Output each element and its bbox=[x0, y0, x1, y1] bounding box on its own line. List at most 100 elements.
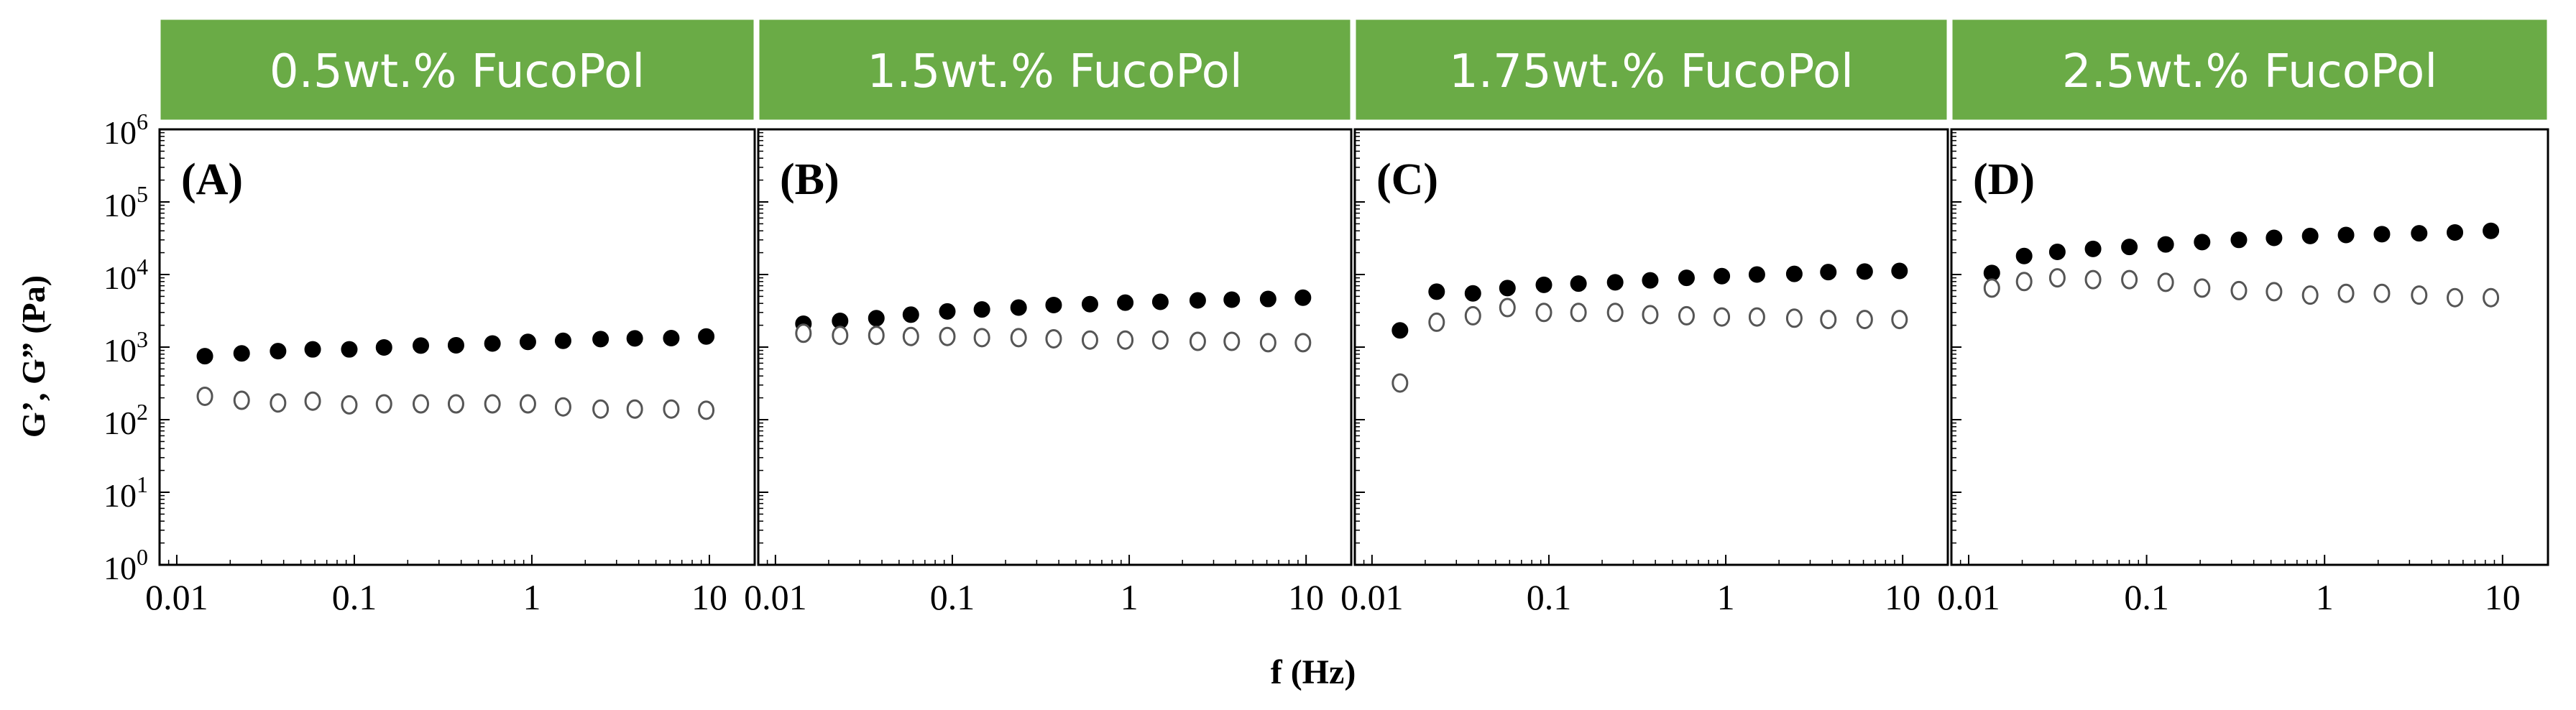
y-tick-label: 104 bbox=[104, 254, 148, 296]
g-prime-point bbox=[868, 310, 885, 327]
g-double-prime-point bbox=[1223, 331, 1241, 351]
g-double-prime-point bbox=[1748, 307, 1765, 327]
g-double-prime-point bbox=[196, 386, 213, 406]
g-double-prime-point bbox=[973, 328, 990, 348]
g-double-prime-point bbox=[1983, 278, 2000, 298]
g-prime-point bbox=[698, 328, 715, 345]
g-double-prime-point bbox=[2194, 278, 2211, 298]
g-prime-point bbox=[1570, 275, 1587, 292]
g-double-prime-point bbox=[1117, 330, 1134, 350]
g-prime-point bbox=[2015, 247, 2033, 264]
g-double-prime-point bbox=[2301, 285, 2319, 305]
g-double-prime-point bbox=[1045, 328, 1062, 349]
x-tick-label: 1 bbox=[1121, 577, 1138, 617]
chart-panel: 0.01 0.1 1 10 (B) bbox=[744, 128, 1353, 617]
g-double-prime-point bbox=[2337, 283, 2355, 303]
x-axis-title: f (Hz) bbox=[1271, 653, 1356, 691]
g-prime-point bbox=[1151, 293, 1169, 310]
x-tick-label: 0.1 bbox=[2124, 577, 2169, 617]
g-prime-point bbox=[1010, 299, 1027, 316]
g-double-prime-point bbox=[1891, 310, 1908, 330]
g-double-prime-point bbox=[2447, 287, 2464, 308]
x-tick-label: 0.1 bbox=[930, 577, 975, 617]
g-double-prime-point bbox=[484, 394, 501, 414]
g-double-prime-point bbox=[2411, 285, 2428, 305]
g-double-prime-point bbox=[341, 395, 358, 415]
g-double-prime-point bbox=[795, 323, 812, 344]
g-prime-point bbox=[1259, 290, 1276, 308]
g-double-prime-point bbox=[519, 394, 536, 414]
g-prime-point bbox=[1223, 291, 1241, 308]
g-double-prime-point bbox=[554, 397, 571, 417]
g-prime-point bbox=[1642, 272, 1659, 289]
g-prime-point bbox=[1535, 276, 1552, 293]
g-prime-point bbox=[939, 303, 956, 320]
g-prime-point bbox=[447, 336, 464, 354]
g-prime-point bbox=[2084, 240, 2102, 257]
g-double-prime-point bbox=[832, 326, 849, 346]
plot-frame bbox=[1950, 128, 2549, 566]
g-prime-point bbox=[2301, 227, 2319, 244]
x-tick-label: 0.1 bbox=[1527, 577, 1572, 617]
g-prime-point bbox=[2230, 231, 2248, 249]
g-double-prime-point bbox=[2483, 287, 2500, 308]
g-prime-point bbox=[1891, 262, 1908, 280]
y-tick-label: 106 bbox=[104, 109, 148, 151]
g-double-prime-point bbox=[1820, 310, 1837, 330]
g-prime-point bbox=[1045, 296, 1062, 313]
g-prime-point bbox=[196, 348, 213, 365]
x-tick-label: 0.01 bbox=[145, 577, 208, 617]
g-prime-point bbox=[1785, 265, 1803, 282]
g-prime-point bbox=[2373, 226, 2391, 243]
x-tick-label: 10 bbox=[1288, 577, 1324, 617]
g-double-prime-point bbox=[1535, 303, 1552, 323]
chart-panel: 0.01 0.1 1 10 100 101 102 103 104 105 106 (A) bbox=[104, 109, 756, 617]
g-double-prime-point bbox=[698, 400, 715, 420]
g-prime-point bbox=[626, 330, 643, 347]
x-tick-label: 0.01 bbox=[744, 577, 807, 617]
y-axis-title: G’, G” (Pa) bbox=[15, 275, 52, 438]
g-double-prime-point bbox=[1570, 303, 1587, 323]
g-prime-point bbox=[1820, 264, 1837, 281]
g-prime-point bbox=[1294, 289, 1312, 306]
panel-label: (A) bbox=[181, 155, 243, 204]
g-double-prime-point bbox=[2157, 272, 2174, 292]
g-prime-point bbox=[1714, 267, 1731, 285]
g-prime-point bbox=[2266, 229, 2283, 246]
g-double-prime-point bbox=[1856, 310, 1873, 330]
x-tick-label: 0.01 bbox=[1937, 577, 2000, 617]
g-double-prime-point bbox=[2121, 269, 2138, 290]
g-double-prime-point bbox=[270, 393, 287, 413]
g-prime-point bbox=[973, 301, 990, 318]
g-prime-point bbox=[554, 332, 571, 349]
g-prime-point bbox=[1678, 269, 1695, 287]
x-tick-label: 10 bbox=[691, 577, 727, 617]
g-prime-point bbox=[1081, 295, 1098, 313]
g-prime-point bbox=[484, 335, 501, 352]
g-double-prime-point bbox=[1392, 373, 1409, 393]
g-prime-point bbox=[2121, 239, 2138, 256]
x-tick-label: 1 bbox=[2316, 577, 2334, 617]
g-double-prime-point bbox=[413, 394, 430, 414]
g-prime-point bbox=[375, 338, 392, 356]
g-prime-point bbox=[592, 331, 610, 348]
panel-header-bar bbox=[1950, 17, 2549, 122]
g-double-prime-point bbox=[1606, 303, 1624, 323]
g-double-prime-point bbox=[626, 399, 643, 419]
g-prime-point bbox=[1189, 292, 1206, 309]
g-prime-point bbox=[1392, 322, 1409, 339]
g-double-prime-point bbox=[304, 391, 321, 411]
g-double-prime-point bbox=[663, 399, 680, 419]
chart-panel: 0.01 0.1 1 10 (D) bbox=[1937, 128, 2549, 617]
x-tick-label: 1 bbox=[1717, 577, 1735, 617]
g-prime-point bbox=[1428, 283, 1445, 300]
g-prime-point bbox=[902, 306, 919, 323]
panel-header-bar bbox=[158, 17, 756, 122]
g-double-prime-point bbox=[2084, 269, 2102, 290]
g-prime-point bbox=[1499, 280, 1516, 297]
g-prime-point bbox=[519, 333, 536, 351]
y-tick-label: 101 bbox=[104, 471, 148, 514]
g-double-prime-point bbox=[2015, 272, 2033, 292]
g-double-prime-point bbox=[1010, 328, 1027, 348]
